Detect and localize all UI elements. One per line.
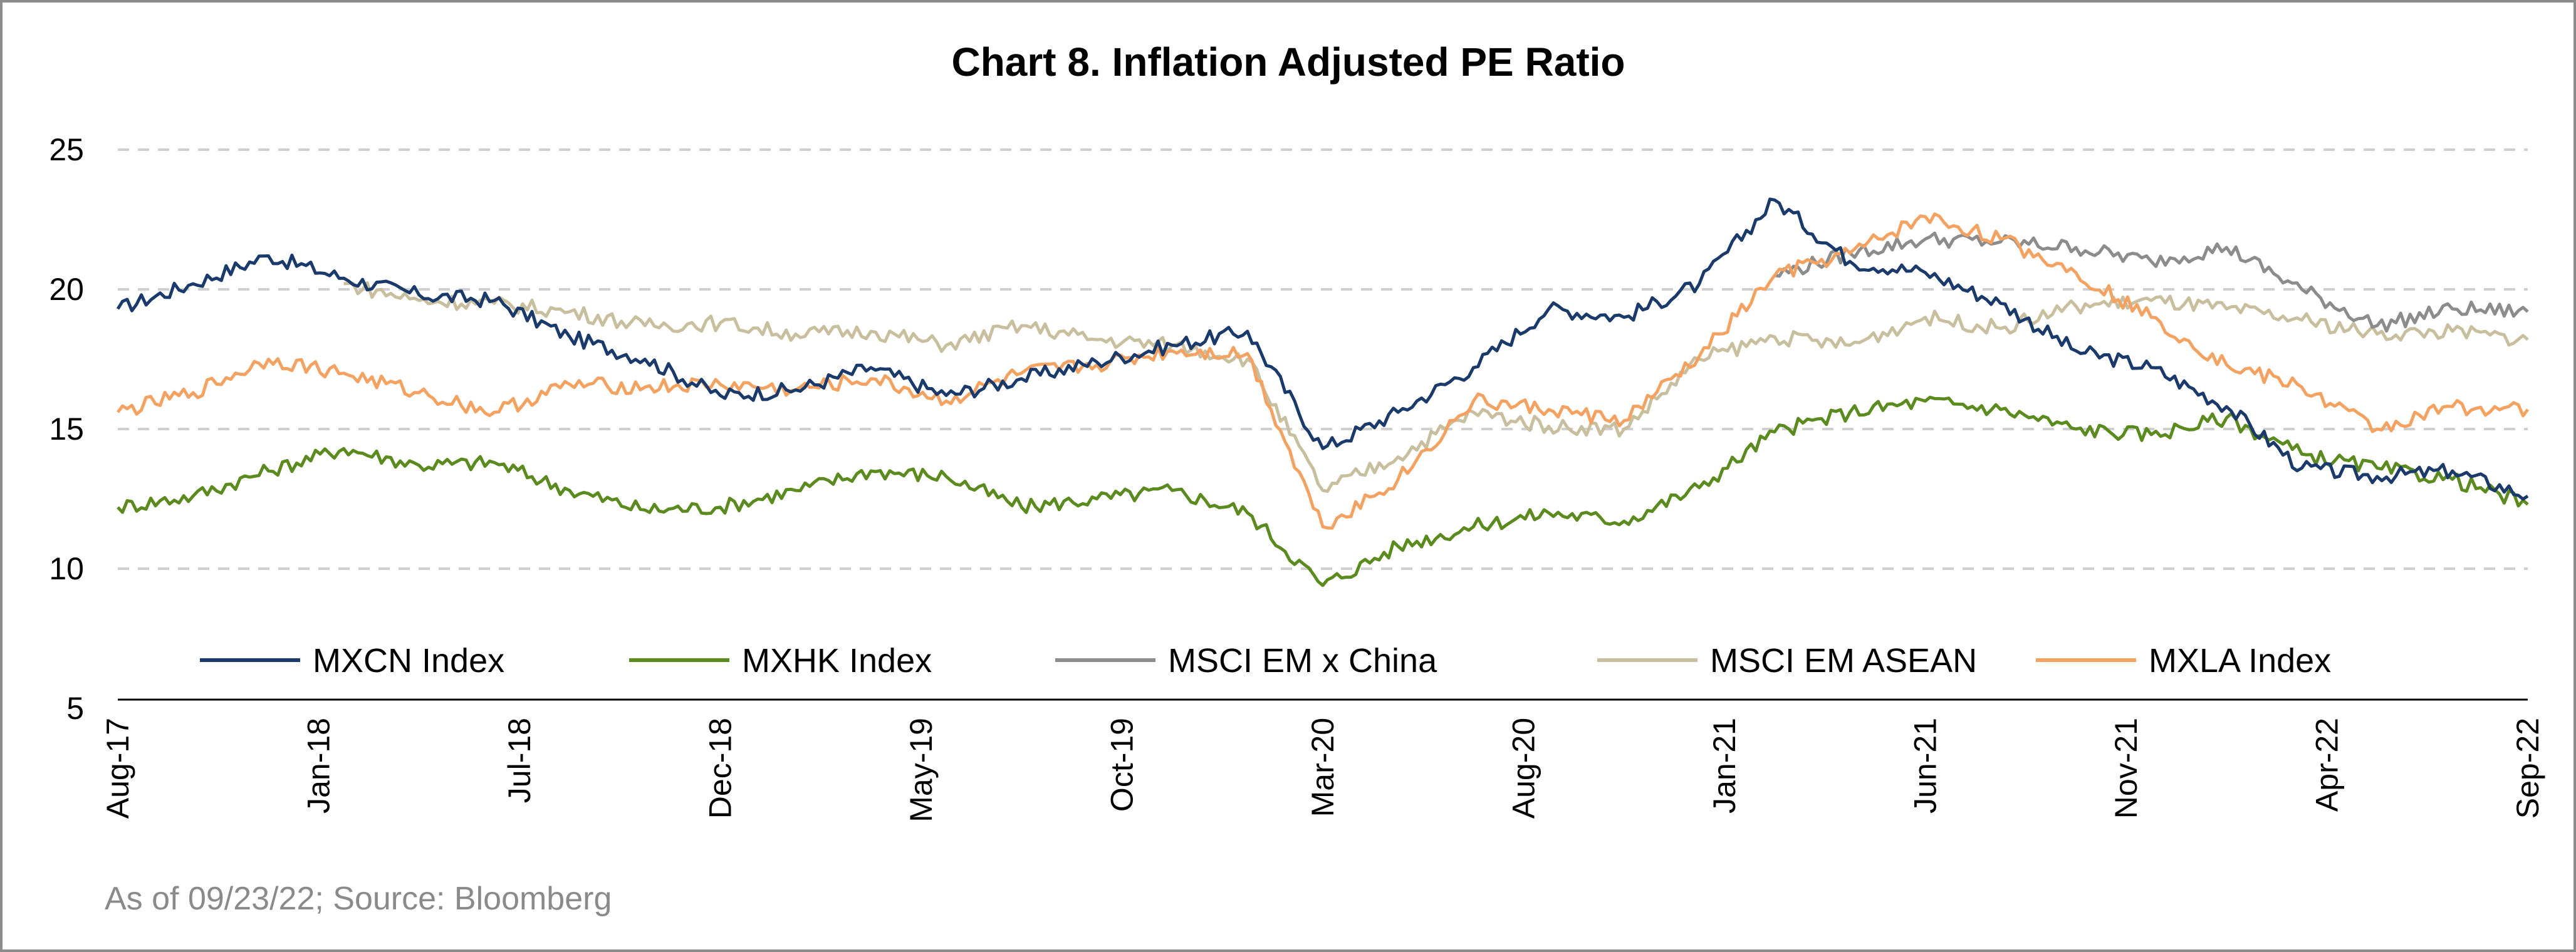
legend-label: MSCI EM ASEAN xyxy=(1710,642,1977,680)
legend-label: MXLA Index xyxy=(2149,642,2331,680)
source-note: As of 09/23/22; Source: Bloomberg xyxy=(105,881,612,917)
y-tick-label: 10 xyxy=(49,551,84,586)
legend-label: MSCI EM x China xyxy=(1168,642,1437,680)
x-tick-label: Aug-20 xyxy=(1506,718,1541,819)
y-axis: 25 20 15 10 5 xyxy=(49,132,84,726)
x-tick-label: Nov-21 xyxy=(2109,718,2144,819)
y-tick-label: 15 xyxy=(49,411,84,447)
gridlines xyxy=(118,148,2528,570)
x-axis: Aug-17 Jan-18 Jul-18 Dec-18 May-19 Oct-19 Mar-… xyxy=(100,718,2545,822)
series-line-mxla-index xyxy=(116,212,2530,530)
series-lines xyxy=(116,197,2530,587)
legend: MXCN Index MXHK Index MSCI EM x China MSCI … xyxy=(200,642,2331,680)
series-line-msci-em-asean xyxy=(343,281,2529,493)
y-tick-label: 20 xyxy=(49,272,84,307)
y-tick-label: 25 xyxy=(49,132,84,167)
x-tick-label: Apr-22 xyxy=(2310,718,2345,812)
x-tick-label: Jun-21 xyxy=(1908,718,1943,814)
legend-label: MXHK Index xyxy=(742,642,932,680)
x-tick-label: Mar-20 xyxy=(1305,718,1340,817)
y-tick-label: 5 xyxy=(66,691,84,726)
x-tick-label: Jan-18 xyxy=(301,718,336,814)
x-tick-label: Sep-22 xyxy=(2510,718,2545,819)
series-line-mxhk-index xyxy=(117,395,2529,587)
chart-svg: Chart 8. Inflation Adjusted PE Ratio 252… xyxy=(49,39,2545,917)
chart-title: Chart 8. Inflation Adjusted PE Ratio xyxy=(951,39,1625,85)
series-line-mxcn-index xyxy=(116,197,2529,501)
x-tick-label: Aug-17 xyxy=(100,718,135,819)
x-tick-label: Jan-21 xyxy=(1707,718,1742,814)
x-tick-label: Oct-19 xyxy=(1105,718,1140,812)
legend-label: MXCN Index xyxy=(313,642,504,680)
series-line-msci-em-x-china xyxy=(1774,231,2529,333)
x-tick-label: Dec-18 xyxy=(703,718,738,819)
x-tick-label: May-19 xyxy=(904,718,939,822)
x-tick-label: Jul-18 xyxy=(502,718,537,803)
